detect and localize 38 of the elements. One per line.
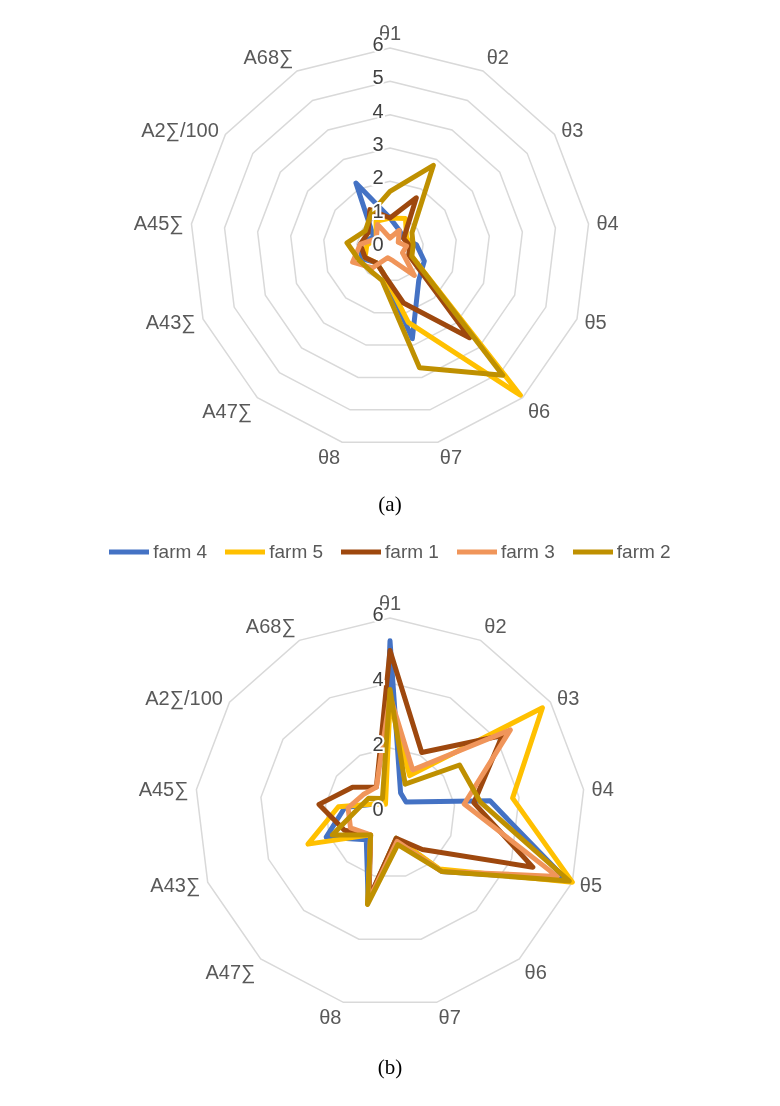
spoke-label: A68∑: [243, 45, 294, 69]
spoke-label: A68∑: [245, 615, 296, 639]
spoke-label: θ7: [438, 1006, 461, 1029]
y-tick-label: 2: [372, 166, 384, 189]
y-tick-label: 4: [372, 99, 384, 122]
legend-label: farm 4: [153, 541, 208, 563]
spoke-label: θ7: [439, 446, 463, 469]
spoke-label: θ2: [484, 615, 507, 638]
legend-label: farm 2: [616, 541, 671, 563]
spoke-label: θ5: [579, 874, 603, 897]
legend-label: farm 1: [385, 541, 439, 563]
y-tick-label: 5: [372, 66, 384, 89]
text: (a): [377, 492, 403, 517]
y-tick-label: 3: [372, 133, 384, 155]
spoke-label: A45∑: [133, 212, 184, 236]
legend-label: farm 3: [500, 541, 555, 563]
spoke-label: A2∑/100: [145, 686, 223, 710]
spoke-label: θ5: [584, 310, 607, 333]
spoke-label: θ3: [557, 686, 580, 709]
spoke-label: θ4: [591, 777, 614, 800]
y-tick-label: 0: [372, 233, 384, 255]
spoke-label: θ4: [596, 212, 619, 235]
spoke-label: A2∑/100: [141, 118, 219, 142]
spoke-label: A43∑: [150, 874, 201, 898]
spoke-label: θ8: [317, 446, 341, 469]
text: (b): [376, 1055, 404, 1080]
spoke-label: θ3: [561, 118, 584, 141]
y-tick-label: 4: [372, 668, 384, 690]
spoke-label: A47∑: [205, 961, 256, 985]
spoke-label: A45∑: [138, 777, 189, 801]
y-tick-label: 2: [372, 733, 384, 755]
spoke-label: θ2: [486, 45, 509, 68]
spoke-label: θ8: [319, 1006, 342, 1029]
spoke-label: A47∑: [202, 399, 253, 423]
spoke-label: θ6: [527, 399, 551, 422]
spoke-label: A43∑: [145, 310, 196, 334]
spoke-label: θ6: [524, 961, 547, 984]
legend-label: farm 5: [269, 541, 324, 563]
